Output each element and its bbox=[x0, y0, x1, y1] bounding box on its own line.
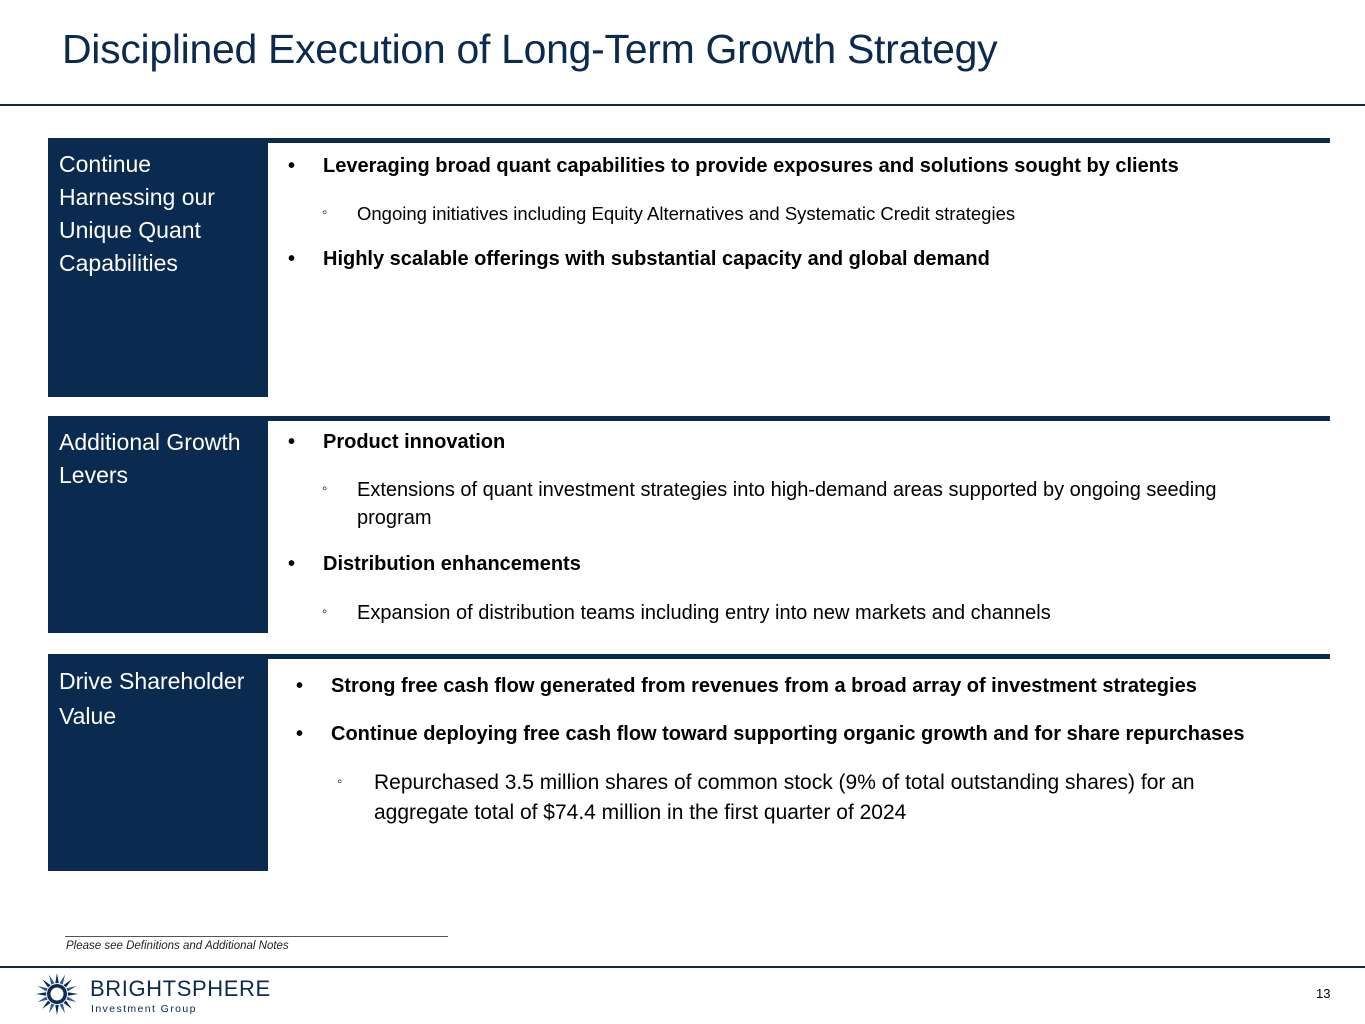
bullet-icon: • bbox=[288, 155, 296, 177]
bullet-text: Continue deploying free cash flow toward… bbox=[331, 723, 1245, 745]
logo-ray bbox=[48, 974, 55, 985]
logo-ray bbox=[67, 992, 78, 996]
sub-bullet-icon: ◦ bbox=[337, 773, 343, 790]
bullet-icon: • bbox=[296, 723, 304, 745]
sub-bullet-text: Ongoing initiatives including Equity Alt… bbox=[357, 203, 1016, 224]
logo-ray bbox=[66, 985, 77, 992]
bullet-text: Highly scalable offerings with substanti… bbox=[323, 248, 990, 270]
sub-bullet-icon: ◦ bbox=[322, 603, 328, 620]
logo-wordmark: BRIGHTSPHERE bbox=[90, 976, 271, 1001]
logo-ray bbox=[66, 996, 77, 1003]
section-label: Continue Harnessing our Unique Quant Cap… bbox=[48, 138, 268, 397]
section-label: Drive Shareholder Value bbox=[48, 654, 268, 871]
bullet-icon: • bbox=[288, 553, 296, 575]
bullet-text: Product innovation bbox=[323, 431, 506, 453]
bullet-text: Distribution enhancements bbox=[323, 553, 581, 575]
section-label: Additional Growth Levers bbox=[48, 416, 268, 633]
footnote-divider bbox=[65, 936, 448, 937]
sub-bullet-text: Expansion of distribution teams includin… bbox=[357, 602, 1051, 624]
sub-bullet-icon: ◦ bbox=[322, 480, 328, 497]
bullet-icon: • bbox=[288, 431, 296, 453]
sunburst-logo-icon bbox=[36, 973, 78, 1015]
logo-ray bbox=[37, 996, 48, 1003]
section-top-bar bbox=[48, 416, 1330, 421]
logo-ray bbox=[55, 1004, 59, 1015]
bullet-icon: • bbox=[296, 675, 304, 697]
logo-ray bbox=[59, 1003, 66, 1014]
section-top-bar bbox=[48, 138, 1330, 143]
logo-ray bbox=[42, 1000, 51, 1009]
section-quant-capabilities: Continue Harnessing our Unique Quant Cap… bbox=[48, 138, 1330, 398]
logo-ray bbox=[59, 974, 66, 985]
bullet-icon: • bbox=[288, 248, 296, 270]
logo-ray bbox=[48, 1003, 55, 1014]
section-growth-levers: Additional Growth Levers • Product innov… bbox=[48, 416, 1330, 634]
title-divider bbox=[0, 104, 1365, 106]
logo-ray bbox=[42, 979, 51, 988]
footer-divider bbox=[0, 966, 1365, 968]
sub-bullet-text: Extensions of quant investment strategie… bbox=[357, 479, 1217, 529]
footnote: Please see Definitions and Additional No… bbox=[66, 940, 289, 952]
section-top-bar bbox=[48, 654, 1330, 659]
sub-bullet-text: Repurchased 3.5 million shares of common… bbox=[374, 771, 1195, 824]
logo-ray bbox=[63, 1000, 72, 1009]
sub-bullet-icon: ◦ bbox=[322, 204, 328, 221]
logo-ray bbox=[37, 985, 48, 992]
slide-title: Disciplined Execution of Long-Term Growt… bbox=[62, 26, 998, 72]
page-number: 13 bbox=[1316, 986, 1331, 1001]
section-shareholder-value: Drive Shareholder Value • Strong free ca… bbox=[48, 654, 1330, 871]
logo-ray bbox=[55, 973, 59, 984]
brightsphere-logo: BRIGHTSPHERE Investment Group bbox=[35, 972, 270, 1018]
bullet-text: Leveraging broad quant capabilities to p… bbox=[323, 155, 1179, 177]
logo-tagline: Investment Group bbox=[91, 1003, 197, 1015]
logo-ray bbox=[36, 992, 47, 996]
logo-ray bbox=[63, 979, 72, 988]
bullet-text: Strong free cash flow generated from rev… bbox=[331, 675, 1197, 697]
